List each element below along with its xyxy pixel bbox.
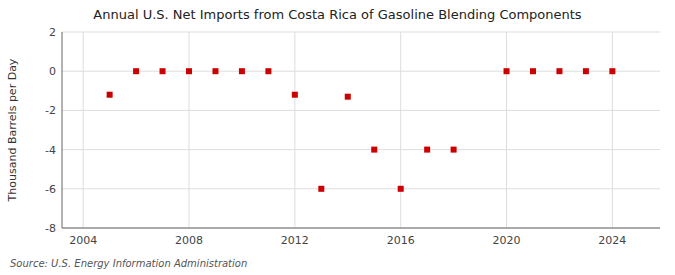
title: Annual U.S. Net Imports from Costa Rica … bbox=[93, 7, 582, 22]
point bbox=[609, 68, 615, 74]
y-tick-label: -8 bbox=[45, 222, 56, 235]
points bbox=[107, 68, 616, 192]
y-grid-line bbox=[62, 188, 660, 189]
chart: Annual U.S. Net Imports from Costa Rica … bbox=[0, 0, 675, 275]
point bbox=[212, 68, 218, 74]
x-grid-line bbox=[294, 32, 295, 228]
point bbox=[371, 147, 377, 153]
y-grid-line bbox=[62, 71, 660, 72]
y-tick-label: 2 bbox=[49, 26, 56, 39]
point bbox=[530, 68, 536, 74]
x-tick-label: 2008 bbox=[175, 234, 203, 247]
point bbox=[186, 68, 192, 74]
point bbox=[398, 186, 404, 192]
x-grid-line bbox=[506, 32, 507, 228]
y-tick-label: -4 bbox=[45, 144, 56, 157]
point bbox=[292, 92, 298, 98]
y-axis-line bbox=[62, 32, 63, 228]
y-axis-label: Thousand Barrels per Day bbox=[6, 58, 19, 202]
x-grid-line bbox=[612, 32, 613, 228]
x-tick-label: 2024 bbox=[598, 234, 626, 247]
point bbox=[504, 68, 510, 74]
x-grid-line bbox=[83, 32, 84, 228]
point bbox=[583, 68, 589, 74]
point bbox=[107, 92, 113, 98]
grid bbox=[62, 32, 660, 228]
point bbox=[239, 68, 245, 74]
source: Source: U.S. Energy Information Administ… bbox=[10, 258, 247, 269]
y-tick-label: 0 bbox=[49, 65, 56, 78]
point bbox=[318, 186, 324, 192]
point bbox=[265, 68, 271, 74]
y-grid-line bbox=[62, 110, 660, 111]
point bbox=[424, 147, 430, 153]
x-axis-line bbox=[62, 228, 660, 229]
point bbox=[133, 68, 139, 74]
y-grid-line bbox=[62, 32, 660, 33]
x-grid-line bbox=[189, 32, 190, 228]
y-tick-label: -2 bbox=[45, 104, 56, 117]
x-tick-label: 2020 bbox=[493, 234, 521, 247]
point bbox=[160, 68, 166, 74]
y-grid-line bbox=[62, 149, 660, 150]
x-tick-label: 2012 bbox=[281, 234, 309, 247]
point bbox=[345, 94, 351, 100]
x-tick-label: 2004 bbox=[69, 234, 97, 247]
point bbox=[556, 68, 562, 74]
x-tick-label: 2016 bbox=[387, 234, 415, 247]
x-grid-line bbox=[400, 32, 401, 228]
y-grid-line bbox=[62, 228, 660, 229]
y-tick-label: -6 bbox=[45, 183, 56, 196]
point bbox=[451, 147, 457, 153]
